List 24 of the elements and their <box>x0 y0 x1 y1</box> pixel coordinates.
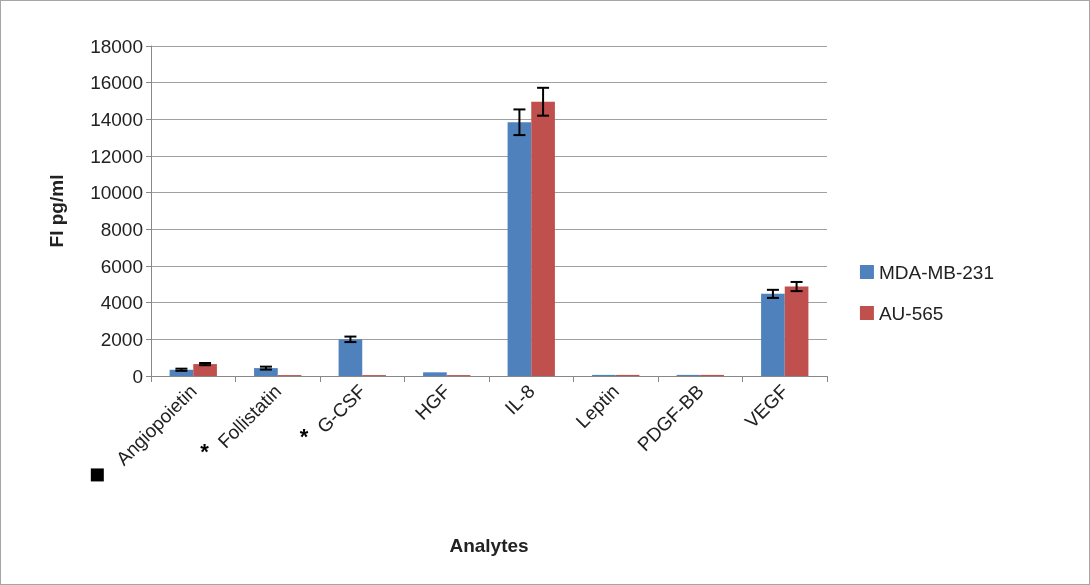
bar <box>784 286 809 376</box>
bar <box>507 122 532 376</box>
y-tick-label: 4000 <box>100 292 143 314</box>
y-tick-label: 14000 <box>90 108 143 130</box>
y-tick-label: 2000 <box>100 328 143 350</box>
x-axis-title: Analytes <box>449 535 529 556</box>
text: * <box>200 438 210 464</box>
bar <box>531 101 555 376</box>
x-tick-label: IL-8 <box>500 380 539 419</box>
bar <box>761 293 785 376</box>
y-tick-label: 10000 <box>90 182 143 204</box>
y-tick-label: 12000 <box>90 145 143 167</box>
y-tick-label: 18000 <box>90 35 143 57</box>
bar <box>423 372 447 376</box>
y-tick-label: 16000 <box>90 72 143 94</box>
legend-label: AU-565 <box>878 302 944 324</box>
bar <box>193 364 217 376</box>
y-tick-label: 6000 <box>100 255 143 277</box>
y-tick-label: 0 <box>132 365 143 387</box>
y-axis-title: FI pg/ml <box>46 174 67 248</box>
bar <box>338 339 363 376</box>
y-tick-label: 8000 <box>100 218 143 240</box>
legend-label: MDA-MB-231 <box>878 261 994 283</box>
text: * <box>299 423 309 449</box>
